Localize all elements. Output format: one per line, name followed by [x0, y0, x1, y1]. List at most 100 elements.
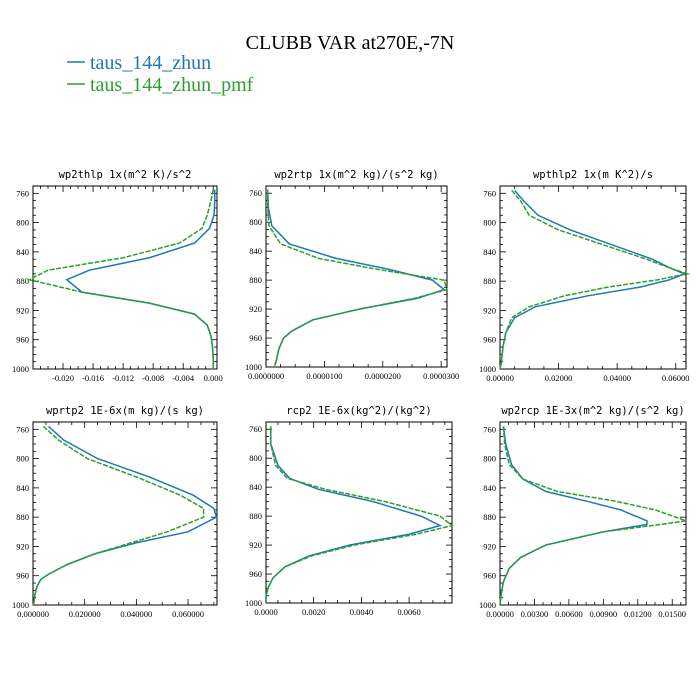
- y-tick-label: 960: [483, 571, 496, 581]
- series-line-2: [27, 189, 214, 369]
- y-tick-label: 920: [483, 305, 496, 315]
- y-tick-label: 880: [483, 276, 496, 286]
- y-tick-label: 1000: [12, 364, 29, 374]
- plot-frame: [499, 185, 687, 370]
- series-line-1: [265, 426, 443, 603]
- x-tick-label: -0.012: [112, 373, 134, 383]
- x-tick-label: 0.020000: [69, 609, 101, 619]
- x-tick-label: 0.0000000: [248, 371, 284, 381]
- legend-label-2: taus_144_zhun_pmf: [90, 74, 254, 96]
- x-tick-label: 0.00000: [486, 609, 514, 619]
- x-tick-label: -0.016: [82, 373, 104, 383]
- x-tick-label: 0.0060: [397, 607, 420, 617]
- y-tick-label: 800: [249, 217, 262, 227]
- x-tick-label: -0.020: [52, 373, 74, 383]
- x-tick-label: 0.0020: [302, 607, 325, 617]
- y-tick-label: 960: [16, 571, 29, 581]
- y-tick-label: 800: [249, 453, 262, 463]
- x-tick-label: 0.04000: [603, 373, 631, 383]
- y-tick-label: 760: [249, 188, 262, 198]
- x-tick-label: -0.008: [142, 373, 164, 383]
- y-tick-label: 760: [483, 424, 496, 434]
- series-line-1: [267, 189, 446, 366]
- legend: taus_144_zhun taus_144_zhun_pmf: [67, 52, 254, 96]
- panel-title: wp2rcp 1E-3x(m^2 kg)/(s^2 kg): [501, 405, 684, 417]
- y-tick-label: 960: [249, 569, 262, 579]
- x-tick-label: 0.00000: [486, 373, 514, 383]
- plot-frame: [499, 421, 687, 606]
- figure-title: CLUBB VAR at270E,-7N: [246, 32, 455, 54]
- panel-6: wp2rcp 1E-3x(m^2 kg)/(s^2 kg) 760 800 840 88…: [479, 405, 687, 619]
- plot-frame: [265, 421, 453, 604]
- panel-title: wpthlp2 1x(m K^2)/s: [533, 169, 653, 181]
- x-tick-label: 0.06000: [662, 373, 690, 383]
- y-tick-label: 880: [249, 275, 262, 285]
- series-line-2: [499, 189, 691, 370]
- x-tick-label: 0.0000: [254, 607, 277, 617]
- y-tick-label: 840: [249, 482, 262, 492]
- y-tick-label: 800: [16, 218, 29, 228]
- plot-frame: [32, 185, 218, 370]
- y-tick-label: 1000: [479, 364, 496, 374]
- panel-title: wp2rtp 1x(m^2 kg)/(s^2 kg): [274, 169, 438, 181]
- plot-frame: [32, 421, 218, 606]
- y-tick-label: 880: [16, 276, 29, 286]
- panel-1: wp2thlp 1x(m^2 K)/s^2 760 800 840 880 920 960 1…: [12, 169, 223, 383]
- y-tick-label: 920: [249, 540, 262, 550]
- y-tick-label: 920: [249, 304, 262, 314]
- y-tick-label: 840: [483, 247, 496, 257]
- y-tick-label: 840: [249, 246, 262, 256]
- series-line-2: [265, 426, 454, 603]
- x-tick-label: 0.00900: [590, 609, 618, 619]
- x-tick-label: 0.01500: [658, 609, 686, 619]
- series-line-1: [499, 189, 687, 370]
- panel-5: rcp2 1E-6x(kg^2)/(kg^2) 760 800 840 880 920 96…: [245, 405, 454, 617]
- x-tick-label: 0.0040: [350, 607, 373, 617]
- y-tick-label: 880: [249, 511, 262, 521]
- x-tick-label: 0.000: [204, 373, 223, 383]
- y-tick-label: 1000: [479, 600, 496, 610]
- x-tick-label: 0.060000: [172, 609, 204, 619]
- y-tick-label: 760: [16, 188, 29, 198]
- panel-title: wprtp2 1E-6x(m kg)/(s kg): [46, 405, 204, 417]
- y-tick-label: 920: [483, 541, 496, 551]
- series-line-1: [65, 189, 216, 369]
- y-tick-label: 760: [483, 188, 496, 198]
- x-tick-label: 0.00600: [555, 609, 583, 619]
- x-tick-label: 0.0000300: [423, 371, 459, 381]
- y-tick-label: 760: [16, 424, 29, 434]
- x-tick-label: 0.040000: [120, 609, 152, 619]
- y-tick-label: 840: [16, 483, 29, 493]
- series-line-2: [499, 426, 687, 606]
- y-tick-label: 920: [16, 305, 29, 315]
- panel-title: wp2thlp 1x(m^2 K)/s^2: [59, 169, 192, 181]
- y-tick-label: 840: [16, 247, 29, 257]
- series-line-1: [499, 426, 648, 606]
- y-tick-label: 880: [16, 512, 29, 522]
- y-tick-label: 880: [483, 512, 496, 522]
- x-tick-label: 0.02000: [545, 373, 573, 383]
- panel-4: wprtp2 1E-6x(m kg)/(s kg) 760 800 840 880 920…: [12, 405, 218, 619]
- series-line-1: [32, 425, 218, 606]
- x-tick-label: 0.00300: [521, 609, 549, 619]
- plot-frame: [265, 185, 448, 368]
- x-tick-label: 0.0000200: [365, 371, 401, 381]
- series-line-2: [32, 425, 205, 606]
- y-tick-label: 840: [483, 483, 496, 493]
- series-line-2: [267, 189, 448, 366]
- legend-label-1: taus_144_zhun: [90, 52, 211, 74]
- y-tick-label: 800: [483, 454, 496, 464]
- panel-3: wpthlp2 1x(m K^2)/s 760 800 840 880 920 960 100…: [479, 169, 691, 383]
- y-tick-label: 1000: [12, 600, 29, 610]
- x-tick-label: -0.004: [172, 373, 195, 383]
- y-tick-label: 1000: [245, 598, 262, 608]
- x-tick-label: 0.000000: [17, 609, 49, 619]
- y-tick-label: 920: [16, 541, 29, 551]
- x-tick-label: 0.01200: [624, 609, 652, 619]
- panel-2: wp2rtp 1x(m^2 kg)/(s^2 kg) 760 800 840 880 92…: [245, 169, 459, 381]
- y-tick-label: 960: [16, 335, 29, 345]
- x-tick-label: 0.0000100: [306, 371, 342, 381]
- y-tick-label: 1000: [245, 362, 262, 372]
- panel-title: rcp2 1E-6x(kg^2)/(kg^2): [286, 405, 431, 417]
